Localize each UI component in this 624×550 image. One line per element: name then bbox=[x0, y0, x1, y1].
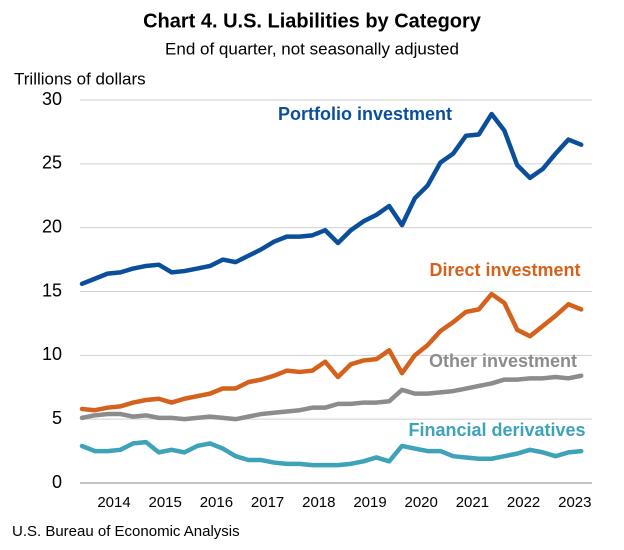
x-tick-label: 2022 bbox=[507, 494, 540, 511]
series-label: Direct investment bbox=[429, 260, 580, 280]
x-tick-label: 2023 bbox=[558, 494, 591, 511]
x-tick-label: 2021 bbox=[456, 494, 489, 511]
y-tick-label: 20 bbox=[42, 216, 62, 236]
x-tick-label: 2015 bbox=[149, 494, 182, 511]
series-label: Financial derivatives bbox=[408, 420, 585, 440]
series-line bbox=[79, 111, 584, 287]
x-tick-label: 2019 bbox=[353, 494, 386, 511]
series-label: Other investment bbox=[429, 351, 577, 371]
chart-title: Chart 4. U.S. Liabilities by Category bbox=[143, 10, 482, 32]
x-tick-label: 2018 bbox=[302, 494, 335, 511]
chart-subtitle: End of quarter, not seasonally adjusted bbox=[165, 39, 459, 58]
series-line bbox=[79, 439, 584, 468]
x-tick-label: 2017 bbox=[251, 494, 284, 511]
y-axis-label: Trillions of dollars bbox=[14, 69, 146, 88]
x-tick-label: 2014 bbox=[97, 494, 130, 511]
y-tick-label: 0 bbox=[52, 472, 62, 492]
x-tick-label: 2020 bbox=[405, 494, 438, 511]
x-tick-label: 2016 bbox=[200, 494, 233, 511]
series-line bbox=[79, 291, 584, 413]
y-tick-label: 25 bbox=[42, 153, 62, 173]
y-tick-label: 5 bbox=[52, 408, 62, 428]
y-tick-label: 30 bbox=[42, 89, 62, 109]
y-tick-label: 10 bbox=[42, 344, 62, 364]
source: U.S. Bureau of Economic Analysis bbox=[12, 523, 240, 540]
series-line bbox=[79, 373, 584, 422]
series-label: Portfolio investment bbox=[278, 104, 452, 124]
y-tick-label: 15 bbox=[42, 280, 62, 300]
